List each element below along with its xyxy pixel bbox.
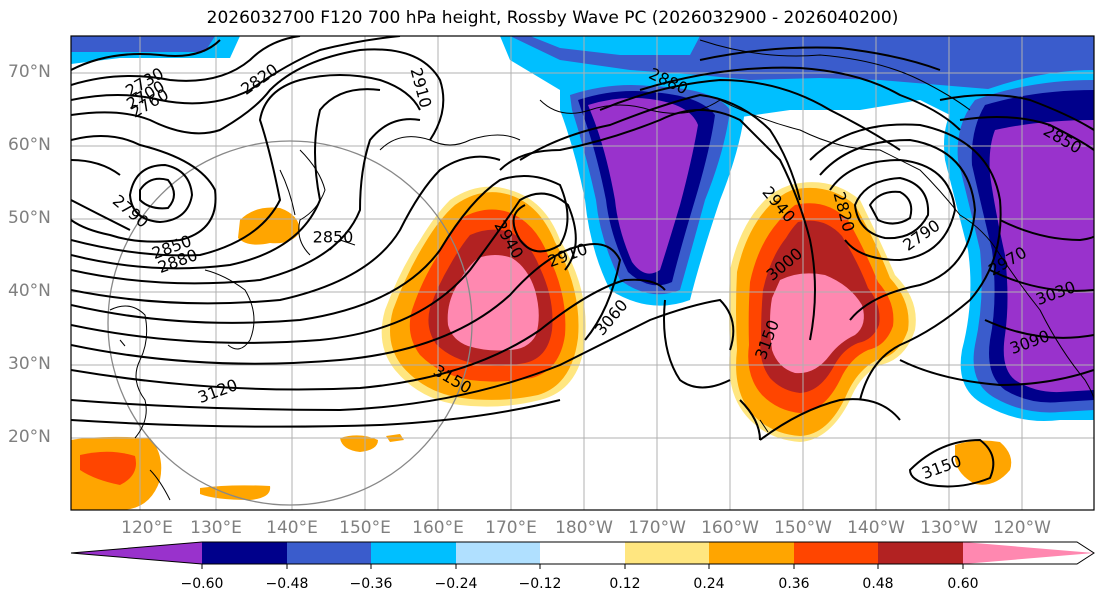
contour-label: 2790 xyxy=(899,216,943,255)
plot-frame xyxy=(70,35,1095,511)
colorbar-tick-label: 0.36 xyxy=(778,576,810,592)
colorbar-segment xyxy=(456,542,540,564)
colorbar-segment xyxy=(963,542,1094,564)
colorbar-segment xyxy=(371,542,456,564)
colorbar-tick-label: −0.48 xyxy=(265,576,309,592)
latitude-label: 30°N xyxy=(8,354,51,374)
latitude-label: 20°N xyxy=(8,427,51,447)
colorbar-segment xyxy=(878,542,963,564)
colorbar-tick-label: −0.60 xyxy=(180,576,224,592)
map-title: 2026032700 F120 700 hPa height, Rossby W… xyxy=(206,8,899,28)
contour-label: 2910 xyxy=(407,66,436,110)
positive-anomaly-ridge-west xyxy=(381,186,586,407)
negative-anomaly-central-trough xyxy=(560,78,745,306)
colorbar-segment xyxy=(709,542,794,564)
longitude-label: 130°W xyxy=(920,518,978,538)
height-contours xyxy=(71,36,1094,488)
colorbar-segment xyxy=(287,542,371,564)
positive-anomaly-small-spots xyxy=(71,207,1012,510)
colorbar-tick-label: 0.48 xyxy=(862,576,894,592)
colorbar-segment xyxy=(794,542,878,564)
colorbar xyxy=(70,541,1095,569)
longitude-label: 160°E xyxy=(412,518,464,538)
colorbar-segment xyxy=(202,542,287,564)
colorbar-tick-label: −0.36 xyxy=(349,576,393,592)
longitude-label: 150°E xyxy=(339,518,391,538)
shaded-anomaly-layer xyxy=(71,36,1094,510)
negative-anomaly-east xyxy=(944,70,1094,421)
contour-label: 2850 xyxy=(313,228,354,247)
longitude-label: 150°W xyxy=(774,518,832,538)
longitude-label: 140°W xyxy=(847,518,905,538)
latitude-label: 50°N xyxy=(8,208,51,228)
latitude-label: 70°N xyxy=(8,62,51,82)
longitude-label: 130°E xyxy=(190,518,242,538)
colorbar-tick-label: 0.60 xyxy=(947,576,979,592)
colorbar-tick-label: 0.12 xyxy=(609,576,641,592)
colorbar-tick-label: −0.12 xyxy=(518,576,562,592)
longitude-label: 140°E xyxy=(266,518,318,538)
latitude-label: 40°N xyxy=(8,281,51,301)
longitude-label: 180°W xyxy=(555,518,613,538)
colorbar-segment xyxy=(625,542,709,564)
latitude-label: 60°N xyxy=(8,135,51,155)
contour-label: 3120 xyxy=(195,375,240,407)
colorbar-tick-label: 0.24 xyxy=(693,576,725,592)
colorbar-segment xyxy=(540,542,625,564)
longitude-label: 120°E xyxy=(121,518,173,538)
colorbar-segment xyxy=(71,542,202,564)
longitude-label: 120°W xyxy=(993,518,1051,538)
longitude-label: 160°W xyxy=(701,518,759,538)
longitude-label: 170°E xyxy=(485,518,537,538)
longitude-label: 170°W xyxy=(628,518,686,538)
negative-anomaly-arctic-west xyxy=(71,36,240,64)
gridlines xyxy=(71,36,1094,510)
colorbar-tick-label: −0.24 xyxy=(434,576,478,592)
positive-anomaly-ridge-east xyxy=(729,182,916,442)
